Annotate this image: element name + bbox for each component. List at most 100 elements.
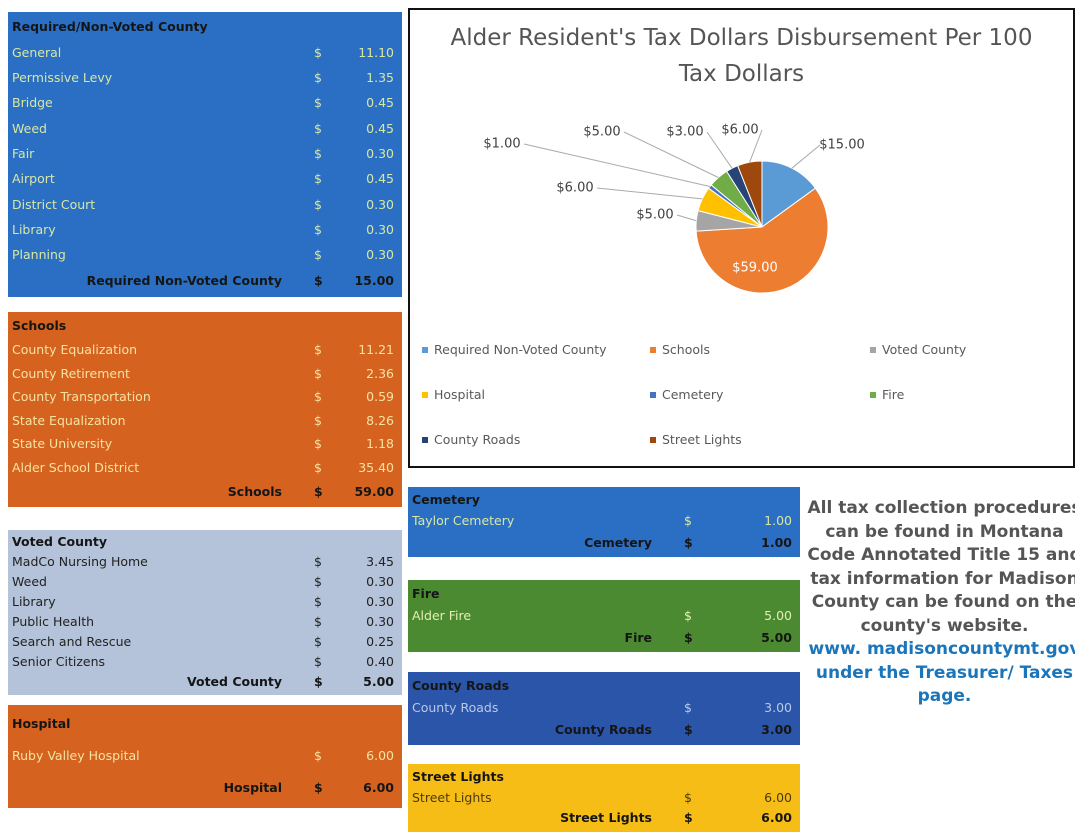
table-row: Planning $0.30 <box>12 242 394 267</box>
table: Schools County Equalization $11.21 County R… <box>8 312 402 507</box>
table-title: Hospital <box>12 715 71 731</box>
pie-slice <box>761 160 817 228</box>
leader-line <box>523 143 710 188</box>
data-label: $3.00 <box>666 125 703 140</box>
amount: 8.26 <box>366 412 394 428</box>
amount: 0.30 <box>366 574 394 590</box>
table-header: Street Lights <box>412 766 792 787</box>
row-label: Taylor Cemetery <box>412 513 515 529</box>
table-row: Bridge $0.45 <box>12 90 394 115</box>
table-row: State Equalization $8.26 <box>12 409 394 433</box>
table-row: General $11.10 <box>12 39 394 64</box>
amount: 2.36 <box>366 365 394 381</box>
table-title: County Roads <box>412 677 510 693</box>
currency: $ <box>314 574 322 590</box>
amount: 6.00 <box>764 789 792 805</box>
legend-item: Required Non-Voted County <box>422 342 607 357</box>
amount: 0.45 <box>366 171 394 187</box>
pie-slice <box>695 187 829 294</box>
amount: 15.00 <box>354 272 394 288</box>
table: Required/Non-Voted County General $11.10 Pe… <box>8 12 402 297</box>
legend-swatch <box>422 346 428 353</box>
link-suffix: under the Treasurer/ Taxes page. <box>815 662 1074 707</box>
data-label: $15.00 <box>819 138 865 153</box>
row-label: Street Lights <box>412 789 492 805</box>
total-label: Street Lights <box>560 810 652 826</box>
table-total: Voted County $5.00 <box>12 671 394 691</box>
data-label: $6.00 <box>556 181 593 196</box>
amount: 6.00 <box>761 810 792 826</box>
table: Cemetery Taylor Cemetery $1.00 Cemetery $1.0… <box>408 487 800 557</box>
table-header: Hospital <box>12 707 394 739</box>
currency: $ <box>314 747 322 763</box>
currency: $ <box>314 247 322 263</box>
legend-label: Fire <box>882 387 905 402</box>
legend-item: Fire <box>870 387 904 402</box>
legend-swatch <box>650 346 656 353</box>
table-row: State University $1.18 <box>12 432 394 456</box>
leader-line <box>749 129 763 163</box>
currency: $ <box>314 389 322 405</box>
amount: 3.00 <box>761 722 792 738</box>
row-label: MadCo Nursing Home <box>12 554 148 570</box>
row-label: District Court <box>12 196 96 212</box>
currency: $ <box>314 460 322 476</box>
amount: 0.40 <box>366 653 394 669</box>
row-label: Library <box>12 594 56 610</box>
currency: $ <box>314 483 323 499</box>
total-label: Voted County <box>186 673 282 689</box>
table-total: Street Lights $6.00 <box>412 807 792 828</box>
currency: $ <box>684 722 693 738</box>
currency: $ <box>314 613 322 629</box>
total-label: Fire <box>624 629 652 645</box>
currency: $ <box>684 607 692 623</box>
currency: $ <box>314 196 322 212</box>
leader-line <box>676 214 697 222</box>
currency: $ <box>314 780 323 796</box>
row-label: Planning <box>12 247 66 263</box>
row-label: County Roads <box>412 699 499 715</box>
table: Voted County MadCo Nursing Home $3.45 Weed $… <box>8 530 402 695</box>
amount: 0.59 <box>366 389 394 405</box>
table-total: Schools $59.00 <box>12 479 394 503</box>
row-label: Search and Rescue <box>12 633 132 649</box>
amount: 5.00 <box>761 629 792 645</box>
table: Street Lights Street Lights $6.00 Street Li… <box>408 764 800 832</box>
table-header: Cemetery <box>412 489 792 510</box>
currency: $ <box>314 673 323 689</box>
legend-swatch <box>870 346 876 353</box>
currency: $ <box>314 95 322 111</box>
currency: $ <box>684 534 693 550</box>
amount: 0.30 <box>366 594 394 610</box>
currency: $ <box>314 171 322 187</box>
table-row: Airport $0.45 <box>12 166 394 191</box>
legend-label: Cemetery <box>662 387 724 402</box>
link[interactable]: www. madisoncountymt.gov <box>808 639 1075 659</box>
row-label: State University <box>12 436 113 452</box>
amount: 1.00 <box>761 534 792 550</box>
table-row: County Retirement $2.36 <box>12 361 394 385</box>
currency: $ <box>314 341 322 357</box>
table-total: Cemetery $1.00 <box>412 532 792 553</box>
chart-title: Alder Resident's Tax Dollars Disbursemen… <box>450 25 1033 87</box>
row-label: County Transportation <box>12 389 151 405</box>
data-label: $5.00 <box>636 208 673 223</box>
row-label: Ruby Valley Hospital <box>12 747 140 763</box>
currency: $ <box>314 120 322 136</box>
legend-label: County Roads <box>434 432 521 447</box>
row-label: Weed <box>12 574 47 590</box>
currency: $ <box>314 633 322 649</box>
table-row: Permissive Levy $1.35 <box>12 65 394 90</box>
amount: 1.35 <box>366 69 394 85</box>
table: Hospital Ruby Valley Hospital $6.00 Hospita… <box>8 705 402 808</box>
row-label: Permissive Levy <box>12 69 113 85</box>
legend-swatch <box>650 391 656 398</box>
legend-label: Voted County <box>882 342 967 357</box>
amount: 0.30 <box>366 247 394 263</box>
pie-slice <box>737 160 763 228</box>
amount: 0.45 <box>366 95 394 111</box>
pie: $15.00 $59.00 $5.00 $6.00 $1.00 $5.00 $3.00 $6.… <box>483 123 865 294</box>
amount: 0.25 <box>366 633 394 649</box>
currency: $ <box>314 436 322 452</box>
amount: 0.30 <box>366 222 394 238</box>
